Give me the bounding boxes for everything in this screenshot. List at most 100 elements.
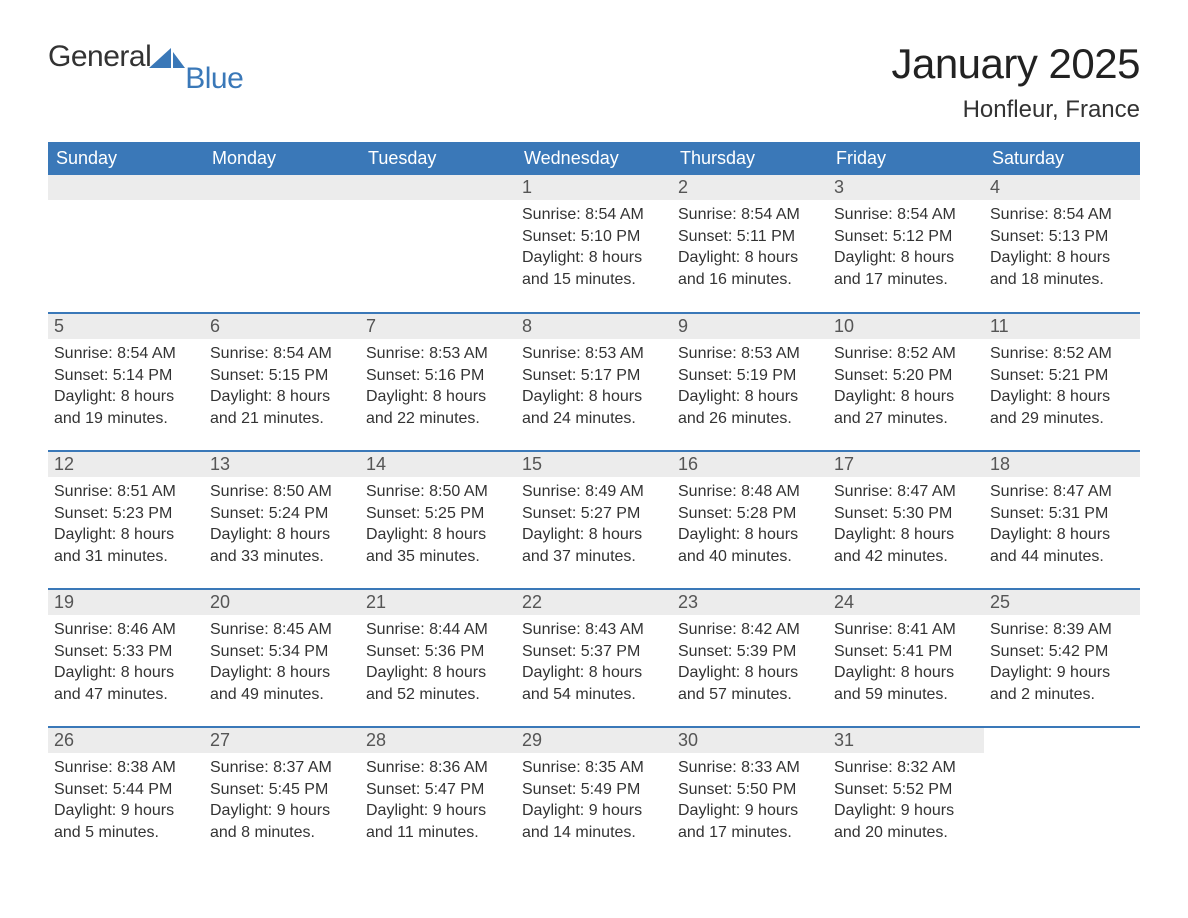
daylight-line: Daylight: 9 hours	[366, 800, 510, 822]
calendar-cell: 8Sunrise: 8:53 AMSunset: 5:17 PMDaylight…	[516, 313, 672, 451]
calendar-cell: 9Sunrise: 8:53 AMSunset: 5:19 PMDaylight…	[672, 313, 828, 451]
calendar-cell: 30Sunrise: 8:33 AMSunset: 5:50 PMDayligh…	[672, 727, 828, 865]
daylight-line-2: and 52 minutes.	[366, 684, 510, 706]
location: Honfleur, France	[891, 96, 1140, 124]
day-data: Sunrise: 8:47 AMSunset: 5:30 PMDaylight:…	[828, 477, 984, 567]
day-header-row: SundayMondayTuesdayWednesdayThursdayFrid…	[48, 142, 1140, 175]
day-number: 9	[672, 314, 828, 339]
logo-word-blue: Blue	[185, 62, 243, 96]
daylight-line: Daylight: 8 hours	[522, 247, 666, 269]
day-data: Sunrise: 8:50 AMSunset: 5:25 PMDaylight:…	[360, 477, 516, 567]
daylight-line: Daylight: 8 hours	[834, 386, 978, 408]
sunrise-line: Sunrise: 8:46 AM	[54, 619, 198, 641]
calendar-cell: 28Sunrise: 8:36 AMSunset: 5:47 PMDayligh…	[360, 727, 516, 865]
calendar-row: 1Sunrise: 8:54 AMSunset: 5:10 PMDaylight…	[48, 175, 1140, 313]
sunset-line: Sunset: 5:31 PM	[990, 503, 1134, 525]
day-number: 13	[204, 452, 360, 477]
sunset-line: Sunset: 5:14 PM	[54, 365, 198, 387]
sunset-line: Sunset: 5:33 PM	[54, 641, 198, 663]
day-number: 16	[672, 452, 828, 477]
sunset-line: Sunset: 5:15 PM	[210, 365, 354, 387]
day-header: Wednesday	[516, 142, 672, 175]
daylight-line-2: and 40 minutes.	[678, 546, 822, 568]
day-number: 25	[984, 590, 1140, 615]
calendar-cell: 24Sunrise: 8:41 AMSunset: 5:41 PMDayligh…	[828, 589, 984, 727]
daylight-line-2: and 19 minutes.	[54, 408, 198, 430]
day-header: Sunday	[48, 142, 204, 175]
daylight-line: Daylight: 8 hours	[834, 247, 978, 269]
daylight-line-2: and 15 minutes.	[522, 269, 666, 291]
daylight-line-2: and 17 minutes.	[834, 269, 978, 291]
day-number	[204, 175, 360, 200]
daylight-line-2: and 59 minutes.	[834, 684, 978, 706]
calendar-cell: 7Sunrise: 8:53 AMSunset: 5:16 PMDaylight…	[360, 313, 516, 451]
sunrise-line: Sunrise: 8:37 AM	[210, 757, 354, 779]
logo-word-general: General	[48, 40, 151, 74]
sunrise-line: Sunrise: 8:53 AM	[678, 343, 822, 365]
sunrise-line: Sunrise: 8:54 AM	[990, 204, 1134, 226]
sunset-line: Sunset: 5:39 PM	[678, 641, 822, 663]
day-data: Sunrise: 8:39 AMSunset: 5:42 PMDaylight:…	[984, 615, 1140, 705]
sunset-line: Sunset: 5:47 PM	[366, 779, 510, 801]
daylight-line-2: and 8 minutes.	[210, 822, 354, 844]
sunrise-line: Sunrise: 8:54 AM	[54, 343, 198, 365]
sunset-line: Sunset: 5:28 PM	[678, 503, 822, 525]
daylight-line-2: and 2 minutes.	[990, 684, 1134, 706]
day-header: Saturday	[984, 142, 1140, 175]
calendar-cell: 11Sunrise: 8:52 AMSunset: 5:21 PMDayligh…	[984, 313, 1140, 451]
day-number: 26	[48, 728, 204, 753]
day-number: 18	[984, 452, 1140, 477]
sunset-line: Sunset: 5:23 PM	[54, 503, 198, 525]
day-number: 8	[516, 314, 672, 339]
daylight-line: Daylight: 8 hours	[366, 386, 510, 408]
daylight-line-2: and 20 minutes.	[834, 822, 978, 844]
day-number: 4	[984, 175, 1140, 200]
header: General Blue January 2025 Honfleur, Fran…	[48, 40, 1140, 124]
day-header: Monday	[204, 142, 360, 175]
day-number: 20	[204, 590, 360, 615]
sunrise-line: Sunrise: 8:47 AM	[990, 481, 1134, 503]
day-number: 24	[828, 590, 984, 615]
sunset-line: Sunset: 5:13 PM	[990, 226, 1134, 248]
sunset-line: Sunset: 5:30 PM	[834, 503, 978, 525]
calendar-cell: 15Sunrise: 8:49 AMSunset: 5:27 PMDayligh…	[516, 451, 672, 589]
calendar-cell: 17Sunrise: 8:47 AMSunset: 5:30 PMDayligh…	[828, 451, 984, 589]
day-data: Sunrise: 8:54 AMSunset: 5:10 PMDaylight:…	[516, 200, 672, 290]
day-number: 12	[48, 452, 204, 477]
calendar-cell: 18Sunrise: 8:47 AMSunset: 5:31 PMDayligh…	[984, 451, 1140, 589]
daylight-line: Daylight: 8 hours	[678, 662, 822, 684]
calendar-body: 1Sunrise: 8:54 AMSunset: 5:10 PMDaylight…	[48, 175, 1140, 865]
sunrise-line: Sunrise: 8:45 AM	[210, 619, 354, 641]
calendar-cell	[360, 175, 516, 313]
calendar-cell: 12Sunrise: 8:51 AMSunset: 5:23 PMDayligh…	[48, 451, 204, 589]
day-data: Sunrise: 8:37 AMSunset: 5:45 PMDaylight:…	[204, 753, 360, 843]
day-number: 11	[984, 314, 1140, 339]
daylight-line: Daylight: 8 hours	[990, 386, 1134, 408]
calendar-cell: 21Sunrise: 8:44 AMSunset: 5:36 PMDayligh…	[360, 589, 516, 727]
calendar-row: 19Sunrise: 8:46 AMSunset: 5:33 PMDayligh…	[48, 589, 1140, 727]
day-number: 29	[516, 728, 672, 753]
calendar-cell: 26Sunrise: 8:38 AMSunset: 5:44 PMDayligh…	[48, 727, 204, 865]
sunset-line: Sunset: 5:52 PM	[834, 779, 978, 801]
sunrise-line: Sunrise: 8:54 AM	[522, 204, 666, 226]
daylight-line-2: and 49 minutes.	[210, 684, 354, 706]
day-number: 19	[48, 590, 204, 615]
calendar-cell: 27Sunrise: 8:37 AMSunset: 5:45 PMDayligh…	[204, 727, 360, 865]
sunset-line: Sunset: 5:12 PM	[834, 226, 978, 248]
daylight-line-2: and 24 minutes.	[522, 408, 666, 430]
sunrise-line: Sunrise: 8:42 AM	[678, 619, 822, 641]
sunset-line: Sunset: 5:20 PM	[834, 365, 978, 387]
day-number: 27	[204, 728, 360, 753]
calendar-cell: 29Sunrise: 8:35 AMSunset: 5:49 PMDayligh…	[516, 727, 672, 865]
sunrise-line: Sunrise: 8:52 AM	[834, 343, 978, 365]
calendar-cell: 3Sunrise: 8:54 AMSunset: 5:12 PMDaylight…	[828, 175, 984, 313]
daylight-line: Daylight: 9 hours	[834, 800, 978, 822]
day-data: Sunrise: 8:43 AMSunset: 5:37 PMDaylight:…	[516, 615, 672, 705]
daylight-line: Daylight: 8 hours	[678, 386, 822, 408]
calendar-row: 12Sunrise: 8:51 AMSunset: 5:23 PMDayligh…	[48, 451, 1140, 589]
daylight-line-2: and 17 minutes.	[678, 822, 822, 844]
daylight-line-2: and 54 minutes.	[522, 684, 666, 706]
daylight-line-2: and 42 minutes.	[834, 546, 978, 568]
daylight-line: Daylight: 8 hours	[54, 662, 198, 684]
sunrise-line: Sunrise: 8:48 AM	[678, 481, 822, 503]
